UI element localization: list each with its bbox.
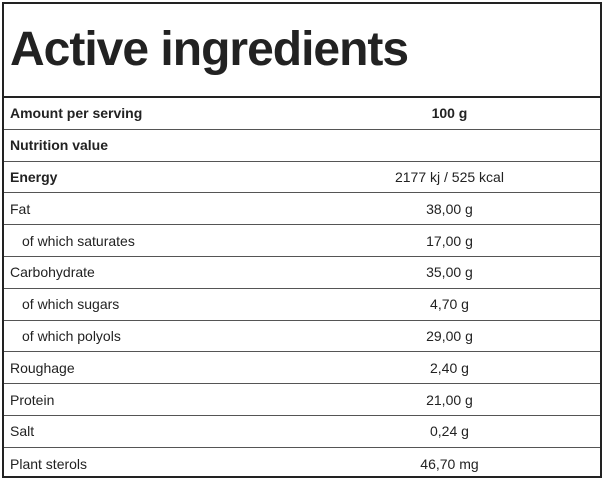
row-value-sugars: 4,70 g <box>430 296 469 313</box>
table-row: Roughage 2,40 g <box>4 352 600 385</box>
row-label-polyols: of which polyols <box>22 327 121 344</box>
header-row: Amount per serving 100 g <box>4 98 600 130</box>
section-label: Nutrition value <box>10 137 109 154</box>
serving-label: Amount per serving <box>10 105 143 122</box>
row-label-protein: Protein <box>10 391 55 408</box>
row-value-fat: 38,00 g <box>426 200 473 217</box>
table-row: of which saturates 17,00 g <box>4 225 600 257</box>
row-value-salt: 0,24 g <box>430 423 469 440</box>
row-value-roughage: 2,40 g <box>430 359 469 376</box>
table-row: of which sugars 4,70 g <box>4 289 600 321</box>
row-value-polyols: 29,00 g <box>426 327 473 344</box>
row-value-protein: 21,00 g <box>426 391 473 408</box>
table-row: Energy 2177 kj / 525 kcal <box>4 162 600 194</box>
table-row: Salt 0,24 g <box>4 416 600 448</box>
table-row: Carbohydrate 35,00 g <box>4 257 600 289</box>
table-row: Plant sterols 46,70 mg <box>4 448 600 480</box>
nutrition-panel: Active ingredients Amount per serving 10… <box>2 2 602 478</box>
row-value-saturates: 17,00 g <box>426 232 473 249</box>
table-row: Fat 38,00 g <box>4 193 600 226</box>
row-label-roughage: Roughage <box>10 359 75 376</box>
serving-value: 100 g <box>431 105 468 122</box>
row-label-plant-sterols: Plant sterols <box>10 455 88 472</box>
section-row: Nutrition value <box>4 130 600 162</box>
row-label-fat: Fat <box>10 200 31 217</box>
row-label-energy: Energy <box>10 168 58 185</box>
table-row: Protein 21,00 g <box>4 384 600 416</box>
row-label-salt: Salt <box>10 423 35 440</box>
row-label-sugars: of which sugars <box>22 296 120 313</box>
row-label-carbohydrate: Carbohydrate <box>10 264 95 281</box>
page-title: Active ingredients <box>4 4 600 98</box>
row-label-saturates: of which saturates <box>22 232 135 249</box>
row-value-carbohydrate: 35,00 g <box>426 264 473 281</box>
row-value-plant-sterols: 46,70 mg <box>420 455 479 472</box>
table-row: of which polyols 29,00 g <box>4 321 600 353</box>
row-value-energy: 2177 kj / 525 kcal <box>394 168 504 185</box>
